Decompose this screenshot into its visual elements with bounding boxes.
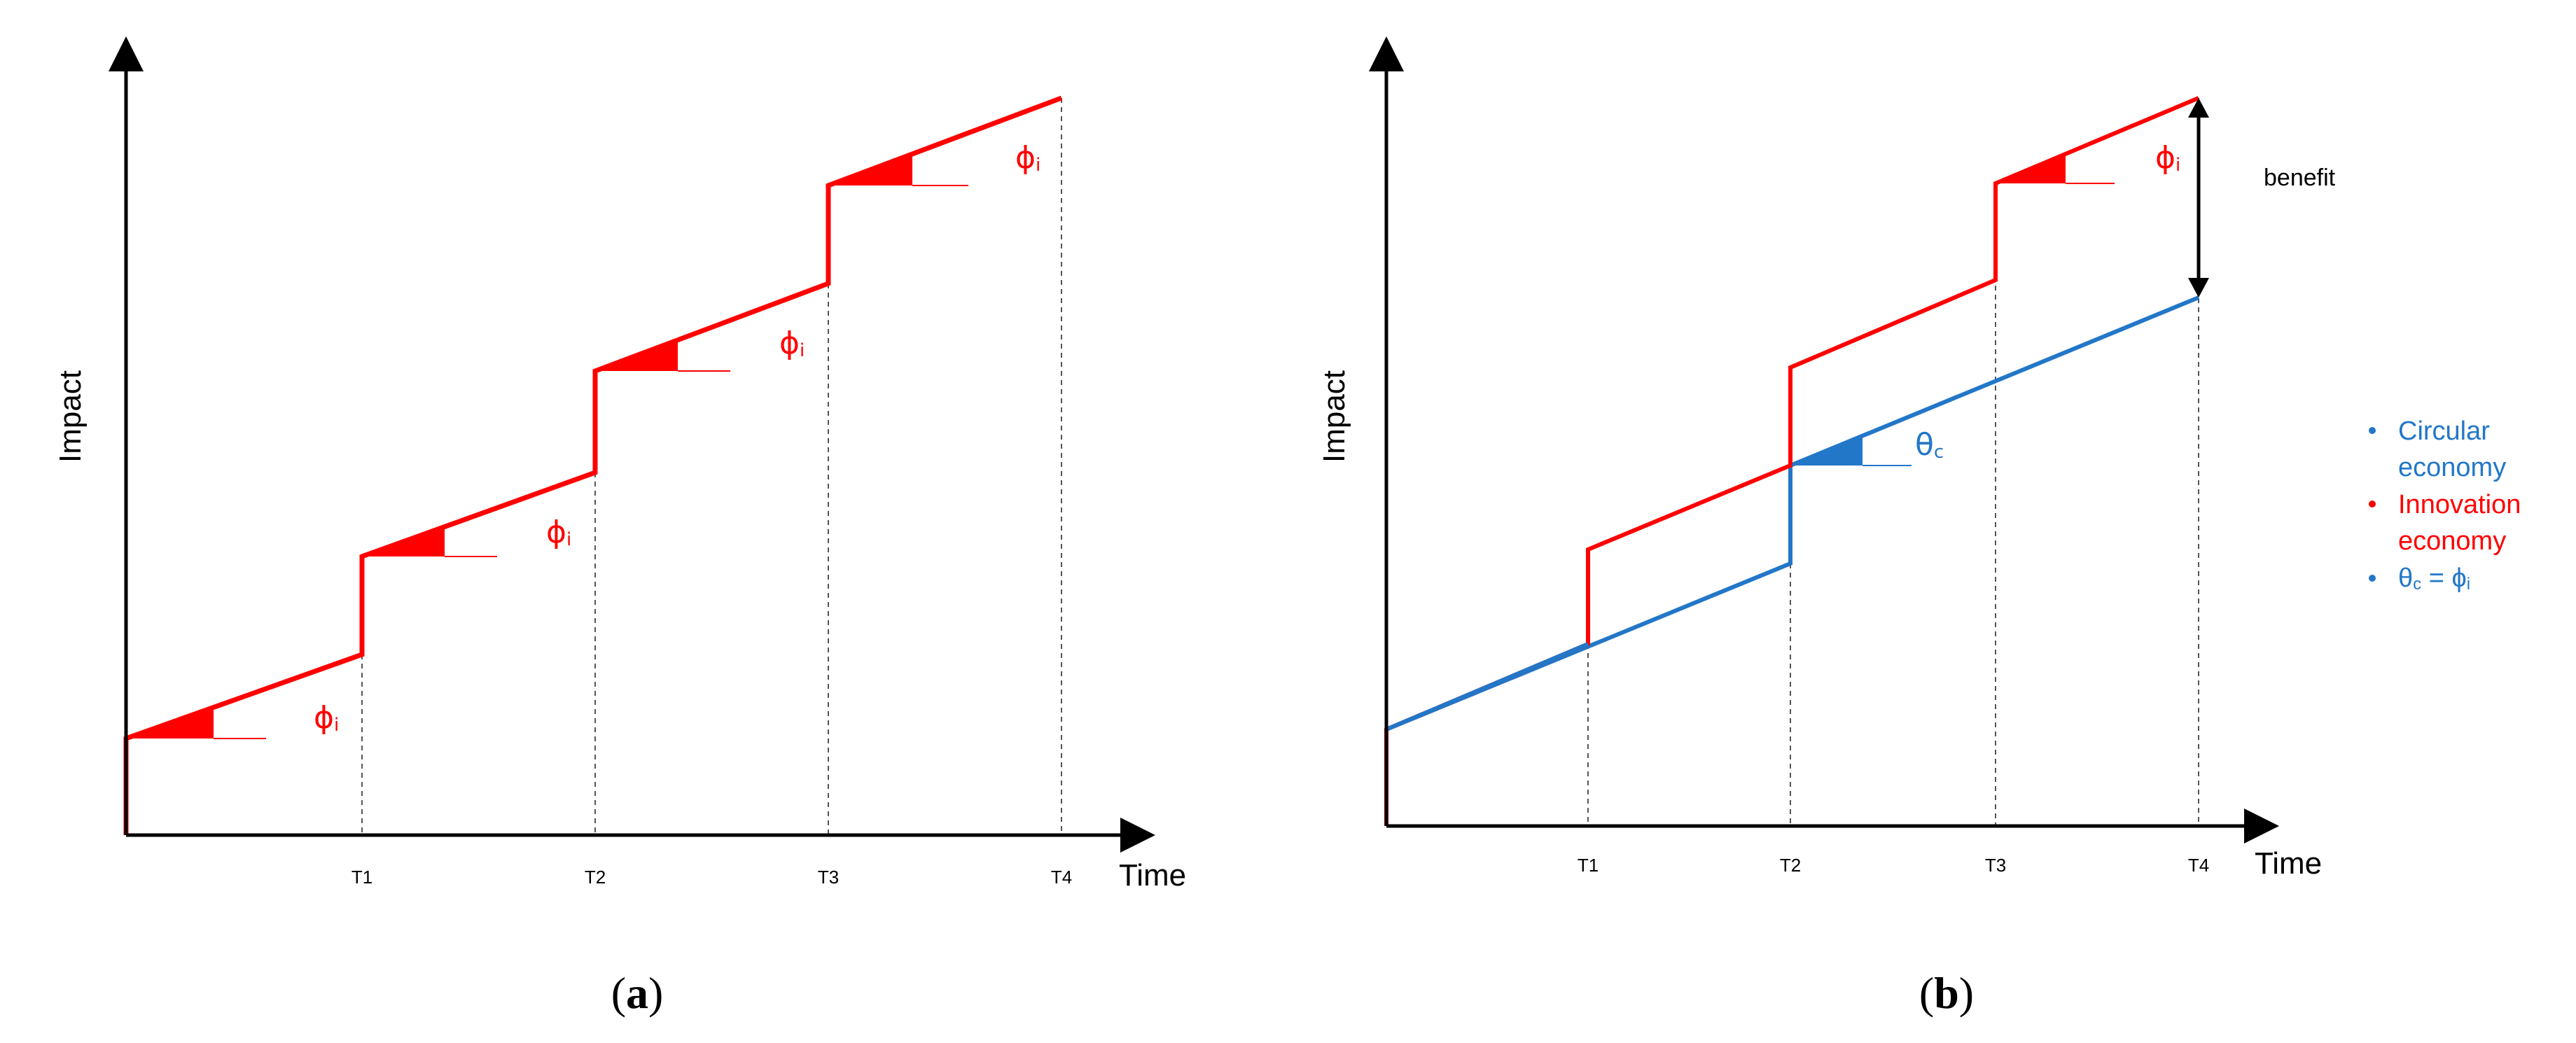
slope-label-a2: ϕi [546, 514, 571, 550]
panel-a: ϕi ϕi ϕi ϕi T1 T2 T3 T4 Time Impact (a) [53, 36, 1186, 1018]
tick-t4-a: T4 [1051, 867, 1072, 888]
innovation-economy-line [1384, 96, 2200, 826]
slope-label-a1: ϕi [314, 700, 339, 736]
slope-triangle-a3 [595, 342, 730, 372]
shared-segment [1385, 642, 1589, 732]
legend-item-innovation: Innovation economy [2369, 490, 2521, 556]
slope-label-a3: ϕi [779, 326, 805, 361]
innovation-step-line-a [123, 95, 1063, 835]
legend: Circular economy Innovation economy θc =… [2369, 416, 2521, 594]
svg-text:economy: economy [2398, 453, 2506, 482]
slope-triangle-innovation [1996, 154, 2115, 184]
legend-bullet-innovation [2369, 500, 2376, 507]
panel-label-a: (a) [611, 968, 664, 1018]
tick-t2-b: T2 [1780, 855, 1801, 876]
legend-bullet-circular [2369, 427, 2376, 434]
tick-t2-a: T2 [585, 867, 606, 888]
x-axis-label-a: Time [1119, 858, 1186, 892]
y-axis-label-a: Impact [53, 370, 88, 463]
tick-t1-b: T1 [1578, 855, 1599, 876]
x-axis-label-b: Time [2255, 846, 2322, 881]
slope-triangle-a1 [126, 708, 266, 739]
tick-t3-a: T3 [818, 867, 839, 888]
slope-label-a4: ϕi [1015, 140, 1040, 176]
svg-text:Innovation: Innovation [2398, 490, 2521, 519]
panel-label-b: (b) [1919, 968, 1974, 1018]
legend-item-circular: Circular economy [2369, 416, 2506, 482]
circular-slope-label: θc [1915, 427, 1944, 463]
y-axis-label-b: Impact [1317, 370, 1351, 463]
svg-text:θc = ϕi: θc = ϕi [2398, 564, 2470, 594]
slope-triangle-a2 [362, 527, 497, 557]
legend-bullet-equation [2369, 575, 2376, 582]
benefit-arrow-head-top [2188, 98, 2209, 118]
benefit-label: benefit [2264, 164, 2336, 191]
tick-t4-b: T4 [2188, 855, 2209, 876]
legend-item-equation: θc = ϕi [2369, 564, 2470, 594]
innovation-slope-label: ϕi [2155, 140, 2180, 176]
svg-text:Circular: Circular [2398, 416, 2490, 446]
tick-t3-b: T3 [1985, 855, 2006, 876]
tick-t1-a: T1 [351, 867, 373, 888]
slope-triangle-a4 [828, 155, 968, 186]
slope-triangle-circular [1790, 436, 1912, 466]
benefit-arrow-head-bottom [2188, 278, 2209, 298]
svg-text:economy: economy [2398, 526, 2506, 556]
panel-b: θc ϕi benefit T1 T2 T3 T4 Time Impact (b… [1317, 36, 2336, 1018]
